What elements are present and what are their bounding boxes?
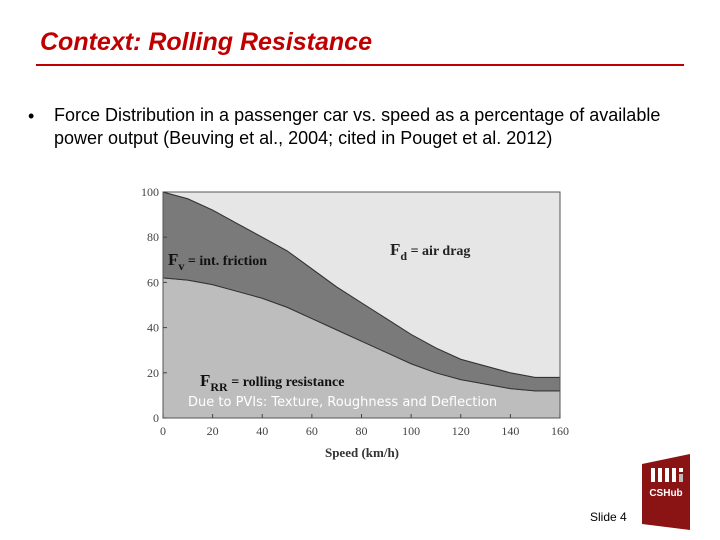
x-axis-ticks: 0 20 40 60 80 100 120 140 160	[160, 414, 569, 438]
annotation-rolling-resistance: FRR = rolling resistance	[200, 371, 344, 394]
y-tick-label: 60	[147, 275, 159, 289]
annotation-air-drag-sub: d	[400, 249, 407, 263]
y-tick-label: 40	[147, 321, 159, 335]
annotation-int-friction: Fv = int. friction	[168, 250, 267, 273]
annotation-air-drag: Fd = air drag	[390, 240, 470, 263]
x-tick-label: 120	[452, 424, 470, 438]
annotation-rolling-sub: RR	[210, 380, 228, 394]
title-underline	[36, 64, 684, 66]
x-tick-label: 60	[306, 424, 318, 438]
x-tick-label: 0	[160, 424, 166, 438]
x-axis-label: Speed (km/h)	[325, 445, 399, 460]
annotation-rolling-f: F	[200, 371, 210, 390]
y-tick-label: 100	[141, 185, 159, 199]
slide-number: Slide 4	[590, 510, 627, 524]
x-tick-label: 140	[501, 424, 519, 438]
y-tick-label: 0	[153, 411, 159, 425]
x-tick-label: 40	[256, 424, 268, 438]
annotation-friction-sub: v	[178, 259, 184, 273]
annotation-air-drag-rest: = air drag	[407, 244, 470, 259]
x-tick-label: 160	[551, 424, 569, 438]
logo-text: CSHub	[649, 488, 682, 499]
overlay-caption: Due to PVIs: Texture, Roughness and Defl…	[188, 395, 497, 410]
bullet-text: Force Distribution in a passenger car vs…	[54, 105, 661, 148]
annotation-friction-f: F	[168, 250, 178, 269]
cshub-logo: CSHub	[642, 454, 690, 530]
force-distribution-chart: 0 20 40 60 80 100 0 20 40 60 80 100 120 140 160 Fd = …	[141, 185, 569, 460]
slide-title: Context: Rolling Resistance	[40, 28, 372, 56]
y-tick-label: 80	[147, 230, 159, 244]
annotation-rolling-rest: = rolling resistance	[228, 375, 345, 390]
annotation-air-drag-f: F	[390, 240, 400, 259]
x-tick-label: 100	[402, 424, 420, 438]
x-tick-label: 20	[207, 424, 219, 438]
y-tick-label: 20	[147, 366, 159, 380]
y-axis-ticks: 0 20 40 60 80 100	[141, 185, 167, 425]
annotation-friction-rest: = int. friction	[184, 254, 267, 269]
bullet-marker: •	[28, 106, 35, 126]
x-tick-label: 80	[356, 424, 368, 438]
